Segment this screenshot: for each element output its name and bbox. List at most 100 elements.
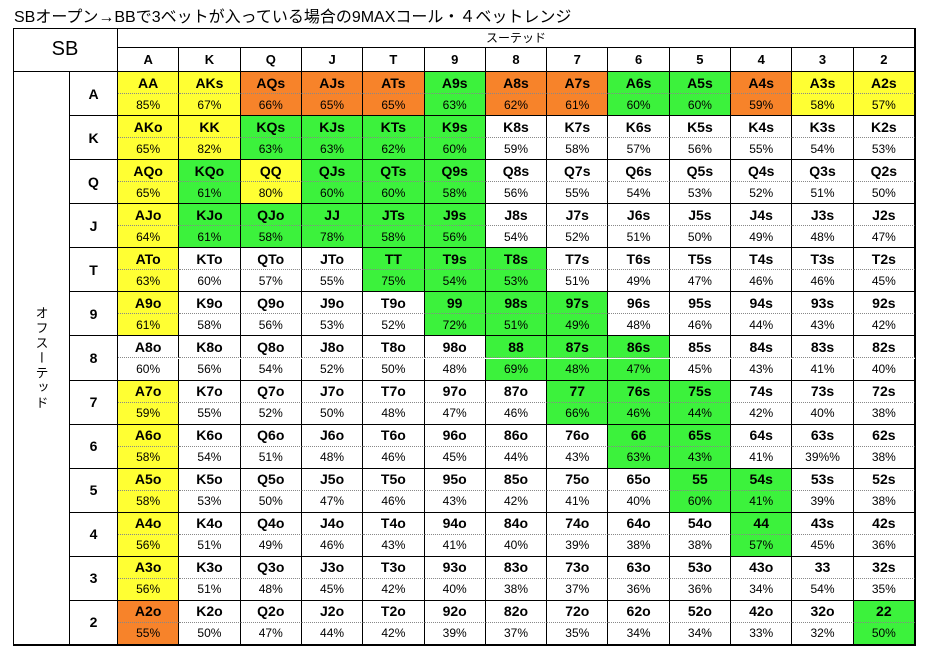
equity-percent: 49% xyxy=(608,270,670,293)
hand-label: AA xyxy=(118,72,180,95)
equity-percent: 53% xyxy=(669,182,732,205)
equity-percent: 60% xyxy=(301,182,364,205)
column-header: J xyxy=(301,48,364,72)
hand-label: 72s xyxy=(853,380,915,403)
equity-percent: 51% xyxy=(179,578,241,601)
equity-percent: 57% xyxy=(240,270,302,293)
equity-percent: 46% xyxy=(301,534,364,557)
equity-percent: 40% xyxy=(792,402,854,425)
hand-label: T5s xyxy=(669,248,732,271)
hand-label: J3s xyxy=(792,204,854,227)
equity-percent: 35% xyxy=(547,622,609,645)
equity-percent: 50% xyxy=(669,226,732,249)
equity-percent: 51% xyxy=(608,226,670,249)
hand-label: K8o xyxy=(179,336,241,359)
equity-percent: 60% xyxy=(669,94,732,117)
row-header: 3 xyxy=(70,556,118,601)
equity-percent: 47% xyxy=(301,490,364,513)
equity-percent: 41% xyxy=(547,490,609,513)
equity-percent: 45% xyxy=(301,578,364,601)
hand-label: K8s xyxy=(485,116,548,139)
hand-label: K7o xyxy=(179,380,241,403)
equity-percent: 63% xyxy=(118,270,180,293)
hand-label: A2o xyxy=(118,600,180,623)
hand-label: J5s xyxy=(669,204,732,227)
hand-label: Q4o xyxy=(240,512,302,535)
hand-label: T5o xyxy=(363,468,425,491)
hand-label: A3o xyxy=(118,556,180,579)
hand-label: 98s xyxy=(485,292,548,315)
hand-label: 64s xyxy=(731,424,793,447)
hand-label: 77 xyxy=(547,380,609,403)
hand-label: K3o xyxy=(179,556,241,579)
equity-percent: 37% xyxy=(547,578,609,601)
side-header: オフスーテッド xyxy=(13,72,70,645)
equity-percent: 61% xyxy=(179,226,241,249)
hand-label: J7s xyxy=(547,204,609,227)
hand-label: 85s xyxy=(669,336,732,359)
hand-label: J3o xyxy=(301,556,364,579)
column-header: 4 xyxy=(731,48,793,72)
equity-percent: 44% xyxy=(485,446,548,469)
column-header: 5 xyxy=(669,48,732,72)
hand-label: 84s xyxy=(731,336,793,359)
equity-percent: 64% xyxy=(118,226,180,249)
hand-label: A5o xyxy=(118,468,180,491)
hand-label: QTs xyxy=(363,160,425,183)
hand-label: 83o xyxy=(485,556,548,579)
hand-label: A3s xyxy=(792,72,854,95)
hand-label: K2s xyxy=(853,116,915,139)
equity-percent: 45% xyxy=(792,534,854,557)
hand-label: 63s xyxy=(792,424,854,447)
equity-percent: 56% xyxy=(240,314,302,337)
row-header: K xyxy=(70,116,118,161)
hand-label: QTo xyxy=(240,248,302,271)
equity-percent: 65% xyxy=(118,182,180,205)
equity-percent: 56% xyxy=(424,226,486,249)
equity-percent: 43% xyxy=(424,490,486,513)
hand-label: KQo xyxy=(179,160,241,183)
hand-label: KK xyxy=(179,116,241,139)
equity-percent: 62% xyxy=(485,94,548,117)
hand-label: J6s xyxy=(608,204,670,227)
equity-percent: 58% xyxy=(179,314,241,337)
hand-label: Q3o xyxy=(240,556,302,579)
hand-label: Q7s xyxy=(547,160,609,183)
equity-percent: 40% xyxy=(485,534,548,557)
column-header: T xyxy=(363,48,425,72)
corner: SB xyxy=(13,28,118,72)
equity-percent: 52% xyxy=(547,226,609,249)
equity-percent: 69% xyxy=(485,358,548,381)
equity-percent: 56% xyxy=(118,534,180,557)
equity-percent: 34% xyxy=(608,622,670,645)
hand-label: TT xyxy=(363,248,425,271)
hand-label: J9s xyxy=(424,204,486,227)
hand-label: JTo xyxy=(301,248,364,271)
hand-label: J7o xyxy=(301,380,364,403)
equity-percent: 32% xyxy=(792,622,854,645)
equity-percent: 35% xyxy=(853,578,915,601)
equity-percent: 58% xyxy=(118,446,180,469)
equity-percent: 52% xyxy=(363,314,425,337)
equity-percent: 47% xyxy=(669,270,732,293)
row-header: J xyxy=(70,204,118,249)
equity-percent: 58% xyxy=(792,94,854,117)
column-header: 8 xyxy=(485,48,548,72)
hand-label: 74s xyxy=(731,380,793,403)
equity-percent: 40% xyxy=(424,578,486,601)
hand-label: K4s xyxy=(731,116,793,139)
equity-percent: 43% xyxy=(669,446,732,469)
hand-label: 62s xyxy=(853,424,915,447)
hand-label: Q8o xyxy=(240,336,302,359)
hand-label: Q6s xyxy=(608,160,670,183)
hand-label: K6o xyxy=(179,424,241,447)
equity-percent: 42% xyxy=(853,314,915,337)
hand-label: 98o xyxy=(424,336,486,359)
hand-label: 55 xyxy=(669,468,732,491)
hand-label: T2o xyxy=(363,600,425,623)
equity-percent: 57% xyxy=(853,94,915,117)
equity-percent: 52% xyxy=(301,358,364,381)
row-header: A xyxy=(70,72,118,117)
equity-percent: 56% xyxy=(485,182,548,205)
hand-label: 88 xyxy=(485,336,548,359)
